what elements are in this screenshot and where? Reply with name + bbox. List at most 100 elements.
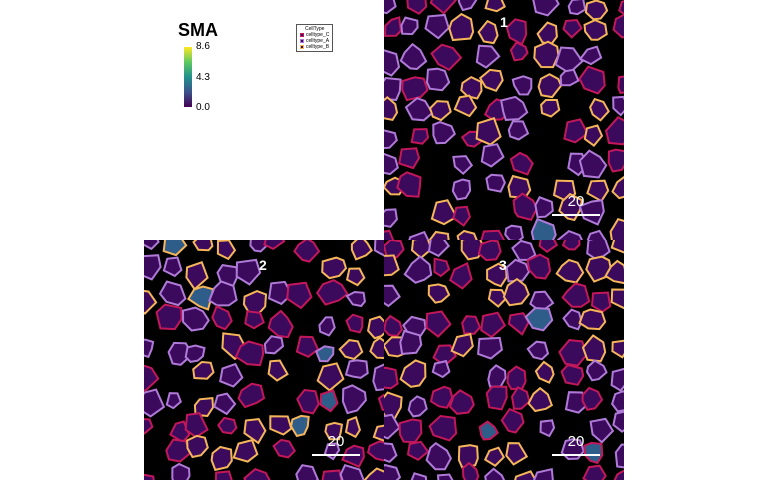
cell-outline [384,413,401,440]
cell-outline [384,152,399,176]
cell-outline [432,121,457,145]
cell-outline [436,473,454,480]
cell-outline [590,291,612,313]
scale-bar [312,454,360,456]
cell-outline [377,393,384,411]
legend-label-c: celltype_C [306,32,330,38]
cell-outline [617,75,624,94]
cell-outline [611,339,624,359]
legend-label-a: celltype_A [306,38,330,44]
cell-outline [384,366,399,390]
cell-outline [350,240,373,261]
cell-outline [612,13,624,39]
cell-outline [404,97,434,122]
cell-outline [345,313,364,334]
cell-outline [366,440,384,462]
cell-outline [208,280,238,307]
image-panel-1: 1 20 [384,0,624,240]
colorbar-mid-label: 4.3 [196,72,210,83]
legend-key-b [300,45,304,49]
cell-outline [530,217,557,240]
cell-outline [582,464,607,480]
cell-outline [507,312,530,336]
cell-outline [192,240,214,252]
cell-outline [267,359,289,382]
cell-outline [556,229,583,240]
cell-outline [384,254,400,277]
cell-outline [398,147,421,170]
cell-outline [612,95,624,117]
cell-outline [452,155,474,176]
cell-outline [144,338,155,359]
cell-outline [267,309,294,339]
cell-outline [406,0,428,15]
cell-outline [427,283,451,304]
cell-outline [583,441,604,465]
cell-outline [509,41,529,62]
cell-outline [559,68,580,87]
cell-outline [480,229,506,240]
cell-outline [514,470,537,480]
cell-outline [425,310,452,338]
cell-outline [235,258,262,286]
legend-label-b: celltype_B [306,44,330,50]
cell-outline [560,363,585,386]
cell-outline [410,472,428,480]
cell-outline [609,218,624,240]
cell-outline [486,262,508,288]
cell-outline [430,199,458,226]
cell-outline [610,367,624,392]
cell-outline [448,12,475,42]
cell-outline [165,438,192,463]
cell-outline [211,305,233,331]
cell-outline [321,256,348,280]
cell-outline [384,95,399,122]
cell-outline [341,384,367,415]
cell-outline [324,421,344,441]
legend-item: celltype_A [300,38,329,44]
cell-outline [475,117,502,146]
cell-outline [345,267,366,287]
image-panel-3: 3 20 [384,240,624,480]
cell-outline [315,279,349,306]
cell-outline [144,254,162,281]
cell-outline [384,442,398,464]
cell-outline [384,314,404,338]
cell-outline [448,389,475,415]
cell-outline [410,128,430,145]
cell-outline [243,467,271,480]
cell-outline [451,178,472,201]
cell-outline [399,329,423,355]
cell-outline [448,261,473,290]
cell-outline [144,364,160,392]
cell-outline [243,418,267,445]
cell-outline [555,258,585,284]
cell-outline [186,434,209,459]
cell-outline [558,192,584,222]
cell-outline [534,196,554,219]
cell-outline [162,256,183,278]
cell-outline [428,414,458,442]
cell-outline [244,310,265,330]
cell-outline [295,464,320,480]
cell-outline [430,43,463,72]
cell-outline [425,441,453,471]
cell-outline [524,306,554,332]
cell-outline [403,255,433,284]
cell-outline [456,229,478,240]
cell-outline [585,359,608,382]
cell-outline [398,418,423,444]
cell-outline [506,365,527,391]
cell-outline [500,407,525,434]
cell-outline [428,100,452,122]
cell-outline [424,13,450,40]
celltype-legend: CellType celltype_C celltype_A celltype_… [296,24,334,52]
cell-outline [181,306,210,332]
cell-outline [477,19,499,45]
cell-outline [610,240,624,254]
cell-outline [613,469,624,480]
cell-outline [295,335,320,358]
cell-outline [461,315,482,335]
panel-label: 3 [499,257,507,273]
cell-outline [372,363,384,392]
